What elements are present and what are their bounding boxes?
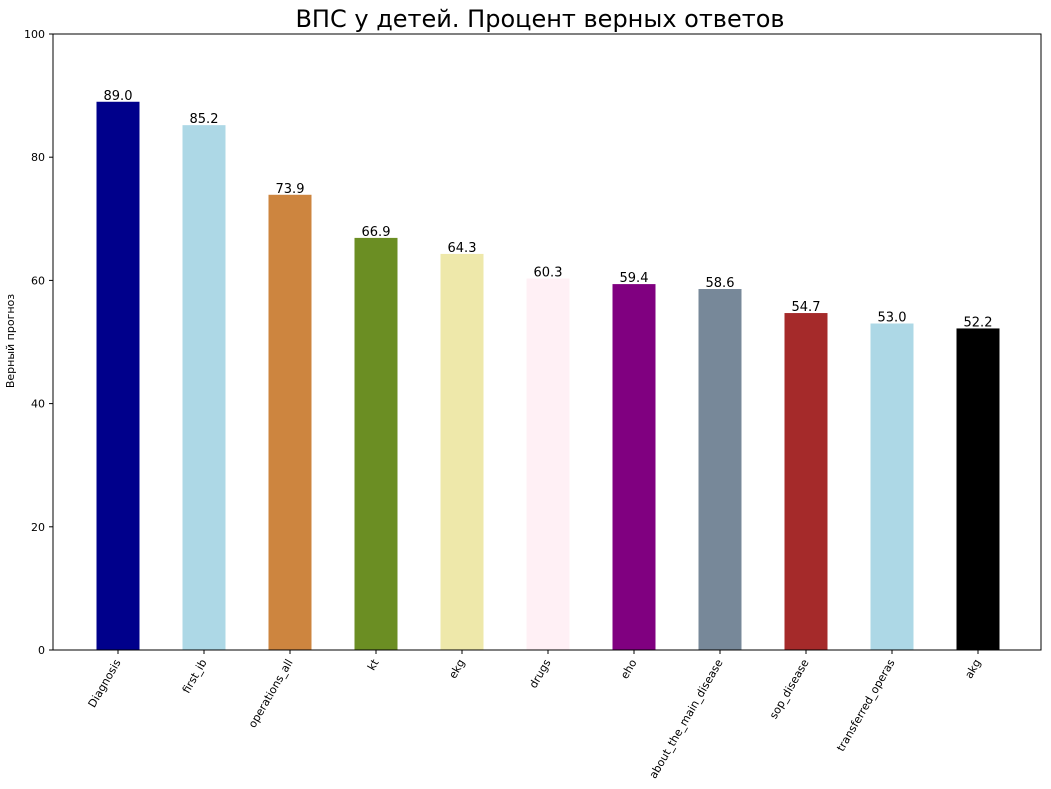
bar-value-label: 66.9 <box>362 225 391 240</box>
bar-kt <box>354 237 398 650</box>
y-tick-label: 100 <box>24 28 45 41</box>
x-tick-label: eho <box>618 657 640 681</box>
data-labels: 89.0 85.2 73.9 66.9 64.3 60.3 59.4 58.6 54.7 53.0… <box>104 89 993 331</box>
y-axis-ticks: 0 20 40 60 80 100 <box>24 28 53 657</box>
bar-value-label: 59.4 <box>620 271 649 286</box>
y-tick-label: 0 <box>38 644 45 657</box>
bar-drugs <box>526 278 570 650</box>
bar-value-label: 52.2 <box>964 315 993 330</box>
bars <box>96 101 1000 651</box>
y-tick-label: 20 <box>31 521 45 534</box>
y-axis-label: Верный прогноз <box>4 294 17 388</box>
bar-value-label: 54.7 <box>792 300 821 315</box>
x-tick-label: transferred_operas <box>834 657 898 754</box>
bar-sop-disease <box>784 313 828 650</box>
x-tick-label: about_the_main_disease <box>647 657 726 781</box>
x-tick-label: ekg <box>446 657 467 681</box>
bar-eho <box>612 284 656 650</box>
bar-value-label: 73.9 <box>276 182 305 197</box>
x-tick-label: akg <box>962 657 983 681</box>
x-axis-ticks: Diagnosis first_ib operations_all kt ekg drug… <box>86 650 984 781</box>
bar-value-label: 89.0 <box>104 89 133 104</box>
bar-value-label: 60.3 <box>534 266 563 281</box>
bar-akg <box>956 328 1000 650</box>
x-tick-label: kt <box>365 656 382 672</box>
x-tick-label: first_ib <box>180 657 210 696</box>
bar-first-ib <box>182 125 226 651</box>
x-tick-label: sop_disease <box>767 657 812 721</box>
plot-frame <box>52 33 1042 651</box>
bar-transferred-operas <box>870 323 914 650</box>
bar-value-label: 58.6 <box>706 276 735 291</box>
bar-diagnosis <box>96 101 140 650</box>
y-tick-label: 40 <box>31 398 45 411</box>
y-tick-label: 60 <box>31 274 45 287</box>
x-tick-label: Diagnosis <box>86 657 124 710</box>
bar-value-label: 53.0 <box>878 311 907 326</box>
chart-title: ВПС у детей. Процент верных ответов <box>295 5 784 33</box>
bar-ekg <box>440 253 484 651</box>
bar-value-label: 64.3 <box>448 241 477 256</box>
x-tick-label: operations_all <box>246 657 296 730</box>
y-tick-label: 80 <box>31 151 45 164</box>
bar-value-label: 85.2 <box>190 112 219 127</box>
x-tick-label: drugs <box>527 657 554 691</box>
bar-about-the-main-disease <box>698 289 742 650</box>
bar-operations-all <box>268 194 312 650</box>
